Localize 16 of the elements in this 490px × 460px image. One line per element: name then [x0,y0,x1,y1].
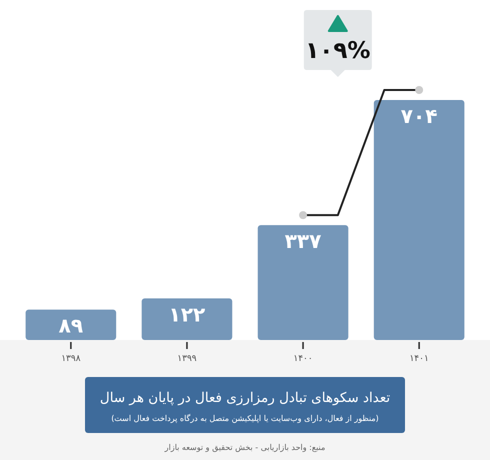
data-label: ۱۲۲ [168,302,206,326]
bar [374,100,464,340]
text: (منظور از فعال، دارای وب‌سایت یا اپلیکیشن متصل به درگاه پرداخت فعال است) [111,413,379,423]
bar [258,225,348,340]
data-label: ۷۰۴ [400,104,438,128]
data-label: ۸۹ [58,314,84,338]
bar [26,310,116,340]
x-tick-label: ۱۳۹۸ [61,354,81,364]
x-tick-label: ۱۴۰۰ [293,354,313,364]
text: ۱۰۹% [305,38,370,64]
text: تعداد سکوهای تبادل رمزارزی فعال در پایان هر سال [100,390,390,406]
data-label: ۳۳۷ [284,229,322,254]
x-tick-label: ۱۴۰۱ [409,354,429,364]
x-tick-label: ۱۳۹۹ [177,354,197,364]
bar [142,298,232,340]
text: منبع: واحد بازاریابی - بخش تحقیق و توسعه بازار [164,443,326,452]
